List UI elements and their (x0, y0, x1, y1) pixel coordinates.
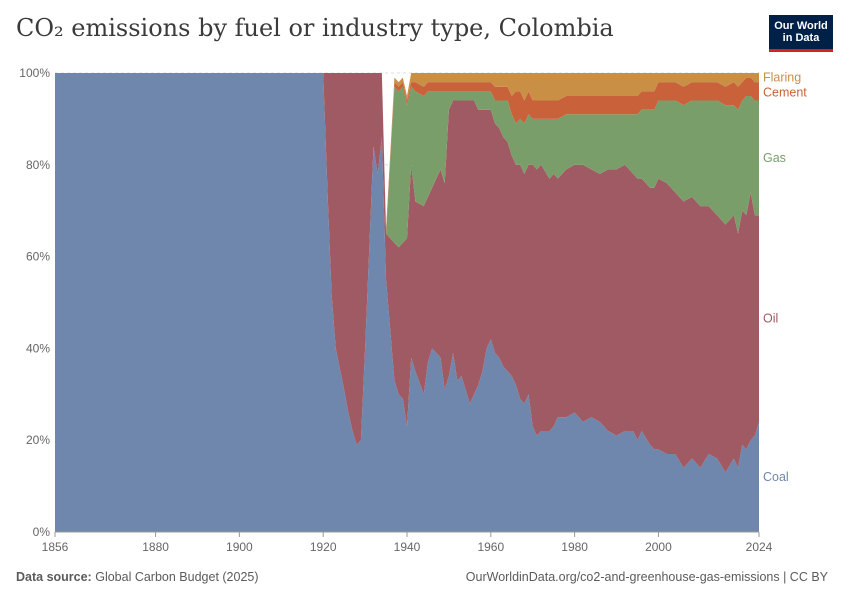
source-label: Data source: (16, 570, 92, 584)
y-tick-label: 40% (26, 341, 50, 355)
x-tick-label: 2024 (746, 540, 773, 554)
series-label-flaring: Flaring (763, 71, 801, 85)
source-url[interactable]: OurWorldinData.org/co2-and-greenhouse-ga… (465, 570, 828, 584)
x-tick-label: 1856 (42, 540, 69, 554)
logo-line-1: Our World (774, 20, 828, 32)
chart-title: CO₂ emissions by fuel or industry type, … (16, 14, 614, 42)
y-tick-label: 60% (26, 250, 50, 264)
x-tick-label: 1980 (561, 540, 588, 554)
area-gas[interactable] (55, 73, 759, 248)
y-tick-label: 80% (26, 158, 50, 172)
owid-logo[interactable]: Our World in Data (769, 15, 833, 52)
x-tick-label: 1940 (394, 540, 421, 554)
series-label-coal: Coal (763, 470, 789, 484)
source-text: Global Carbon Budget (2025) (95, 570, 259, 584)
area-cement[interactable] (55, 73, 759, 234)
x-tick-label: 2000 (645, 540, 672, 554)
axes: 0% 20% 40% 60% 80% 100% 1856 1880 1900 1920 1940 19… (19, 66, 772, 554)
series-label-gas: Gas (763, 151, 786, 165)
area-coal[interactable] (55, 73, 759, 532)
series-label-cement: Cement (763, 86, 807, 100)
x-tick-label: 1900 (226, 540, 253, 554)
y-tick-label: 0% (33, 525, 51, 539)
logo-line-2: in Data (782, 32, 820, 44)
x-tick-label: 1880 (142, 540, 169, 554)
area-series (55, 73, 759, 532)
stacked-area-chart: 0% 20% 40% 60% 80% 100% 1856 1880 1900 1920 1940 19… (19, 66, 807, 554)
area-oil[interactable] (55, 73, 759, 473)
y-tick-label: 100% (19, 66, 50, 80)
data-source: Data source: Global Carbon Budget (2025) (16, 570, 259, 584)
y-tick-label: 20% (26, 433, 50, 447)
series-label-oil: Oil (763, 312, 778, 326)
x-tick-label: 1960 (477, 540, 504, 554)
x-tick-label: 1920 (310, 540, 337, 554)
